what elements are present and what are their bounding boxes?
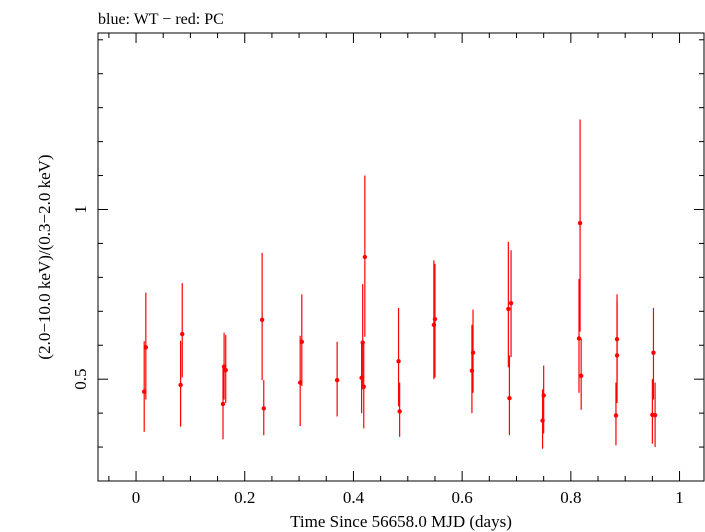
data-point: [223, 367, 228, 373]
data-point: [578, 373, 584, 378]
data-point: [261, 406, 266, 411]
data-point: [299, 339, 305, 345]
data-point: [396, 358, 401, 364]
data-point: [334, 378, 340, 383]
data-point: [651, 350, 656, 355]
data-points: [141, 119, 658, 449]
x-axis-label: Time Since 56658.0 MJD (days): [290, 512, 512, 531]
x-tick-label: 0: [132, 488, 141, 507]
data-point: [652, 412, 658, 418]
data-point: [178, 382, 183, 388]
data-point: [613, 413, 619, 418]
data-point: [507, 395, 512, 401]
x-tick-label: 1: [675, 488, 684, 507]
data-point: [506, 306, 511, 312]
data-point: [541, 393, 546, 398]
x-tick-label: 0.8: [560, 488, 581, 507]
y-tick-label: 1: [71, 205, 90, 214]
y-tick-label: 0.5: [71, 369, 90, 390]
data-point: [259, 317, 265, 322]
data-point: [220, 401, 226, 407]
y-axis: 0.51: [71, 39, 704, 482]
chart-title: blue: WT − red: PC: [98, 11, 224, 28]
data-point: [180, 331, 185, 337]
x-tick-label: 0.4: [343, 488, 365, 507]
data-point: [432, 316, 438, 322]
plot-frame: [97, 32, 705, 482]
x-tick-label: 0.2: [234, 488, 255, 507]
x-tick-label: 0.6: [452, 488, 473, 507]
data-point: [576, 336, 582, 341]
data-point: [508, 300, 514, 306]
x-axis: 0 0.2 0.4 0.6 0.8 1: [108, 33, 684, 507]
data-point: [614, 353, 620, 358]
data-point: [397, 409, 402, 414]
data-point: [362, 254, 368, 260]
data-point: [470, 350, 476, 355]
data-point: [577, 220, 583, 226]
y-axis-label: (2.0−10.0 keV)/(0.3−2.0 keV): [35, 154, 54, 359]
data-point: [361, 384, 366, 389]
data-point: [143, 345, 149, 350]
